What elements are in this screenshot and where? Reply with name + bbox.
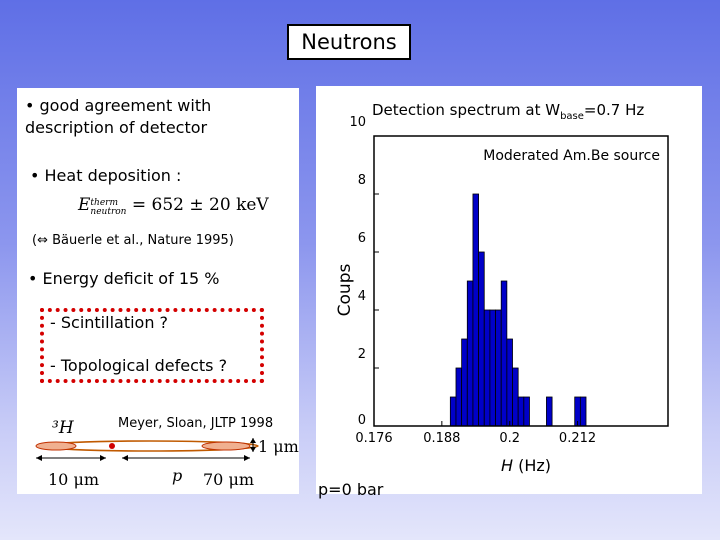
y-tick-label: 8 xyxy=(358,173,366,188)
formula-rhs: = 652 ± 20 keV xyxy=(126,195,269,215)
x-tick-label: 0.2 xyxy=(499,431,520,446)
histogram-bar xyxy=(546,396,553,427)
histogram-bar xyxy=(517,396,525,427)
scale-1um-arrow-bottom xyxy=(250,447,256,452)
histogram-bar xyxy=(478,251,485,427)
x-tick-label: 0.212 xyxy=(559,431,596,446)
helium-label: ³H xyxy=(52,418,74,438)
histogram-bar xyxy=(500,280,508,427)
plot-frame xyxy=(373,135,669,427)
histogram-bar xyxy=(449,396,457,427)
histogram-bar xyxy=(472,193,479,427)
scale-10um-arrow-left xyxy=(36,455,42,461)
histogram-bar xyxy=(523,396,530,427)
bullet-agreement-line1: • good agreement with xyxy=(25,96,212,115)
size-1um: 1 μm xyxy=(258,437,299,456)
x-tick-label: 0.176 xyxy=(355,431,392,446)
y-tick-label: 6 xyxy=(358,231,366,246)
histogram-bar xyxy=(483,309,491,427)
chart-title-main: Detection spectrum at W xyxy=(372,101,561,119)
dotted-highlight-box xyxy=(40,308,264,383)
size-70um: 70 μm xyxy=(203,470,255,489)
reference-citation: (⇔ Bäuerle et al., Nature 1995) xyxy=(32,233,234,248)
x-tick-label: 0.188 xyxy=(423,431,460,446)
right-track-blob xyxy=(201,441,251,451)
histogram-bar xyxy=(512,367,519,427)
x-axis-label-unit: (Hz) xyxy=(513,456,551,475)
slide-title: Neutrons xyxy=(287,24,411,60)
chart-title-subscript: base xyxy=(560,111,584,122)
scale-10um-arrow-right xyxy=(100,455,106,461)
histogram-bar xyxy=(461,338,468,427)
left-track-blob xyxy=(35,441,77,451)
histogram-bar xyxy=(579,396,587,427)
bullet-heat-deposition: • Heat deposition : xyxy=(30,166,182,185)
formula-subscript: neutron xyxy=(90,207,127,217)
chart-title-end: =0.7 Hz xyxy=(583,101,645,119)
bullet-energy-deficit: • Energy deficit of 15 % xyxy=(28,269,220,288)
y-tick-label: 4 xyxy=(358,289,366,304)
y-tick-label: 0 xyxy=(358,413,366,428)
histogram-bar xyxy=(455,367,463,427)
item-topological-defects: - Topological defects ? xyxy=(50,356,228,375)
size-10um: 10 μm xyxy=(48,470,100,489)
item-scintillation: - Scintillation ? xyxy=(50,313,169,332)
x-axis-label: H (Hz) xyxy=(501,456,551,475)
diagram-citation: Meyer, Sloan, JLTP 1998 xyxy=(118,416,274,431)
left-panel xyxy=(17,88,299,494)
source-annotation: Moderated Am.Be source xyxy=(483,148,660,164)
histogram-bar xyxy=(489,309,496,427)
scale-70um-arrow-left xyxy=(122,455,128,461)
y-axis-label: Coups xyxy=(335,264,355,317)
y-tick-label: 2 xyxy=(358,347,366,362)
histogram-bar xyxy=(506,338,513,427)
pressure-label: p=0 bar xyxy=(318,480,384,499)
formula-superscript: therm xyxy=(90,198,118,208)
histogram-bar xyxy=(495,309,502,427)
chart-title: Detection spectrum at Wbase=0.7 Hz xyxy=(372,101,644,122)
bullet-agreement-line2: description of detector xyxy=(25,118,208,137)
y-tick-label: 10 xyxy=(349,115,366,130)
scale-1um-arrow-top xyxy=(250,438,256,443)
scale-70um-arrow-right xyxy=(244,455,250,461)
x-axis-label-var: H xyxy=(501,456,513,475)
histogram-bar xyxy=(466,280,474,427)
capture-point xyxy=(109,443,115,449)
proton-label: p xyxy=(172,466,183,485)
formula-lhs: E xyxy=(78,195,91,215)
